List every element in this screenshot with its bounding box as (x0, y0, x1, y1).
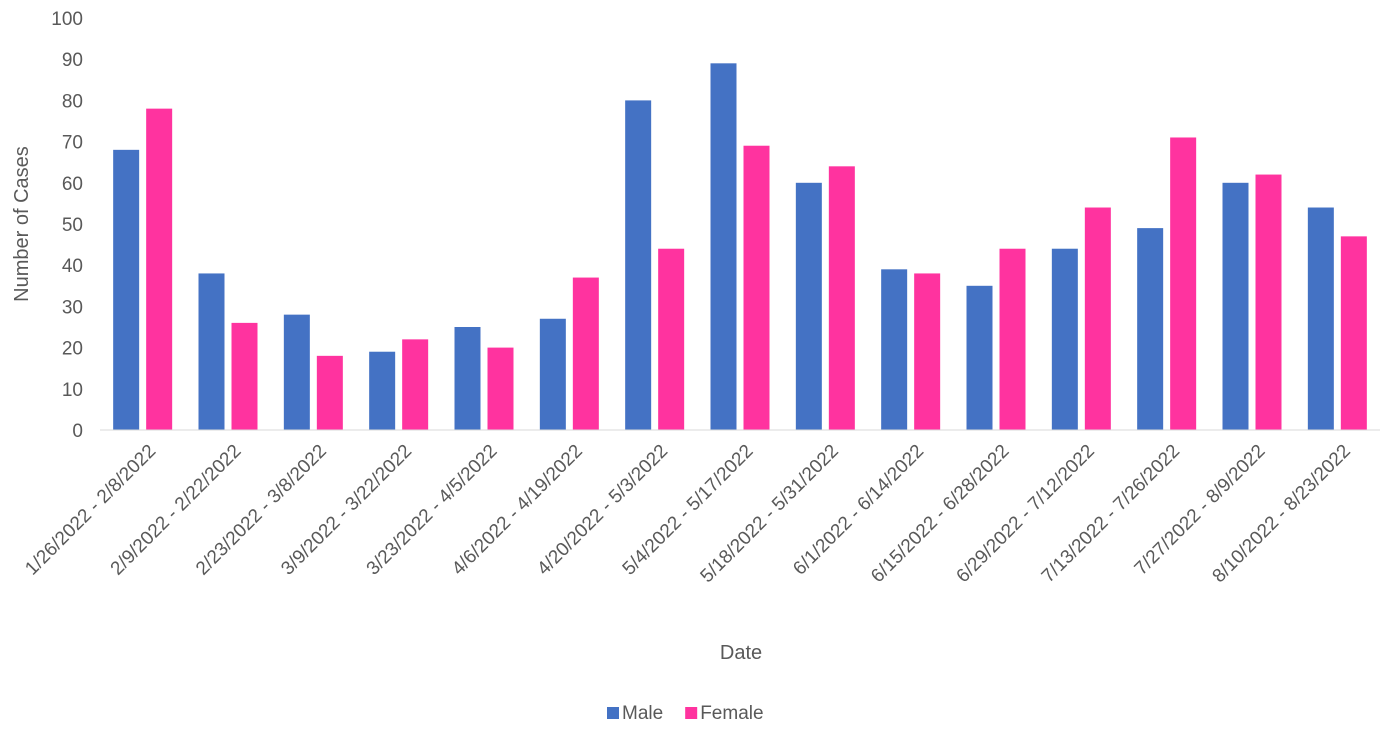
bar-male (454, 327, 481, 430)
legend-swatch-male (607, 707, 619, 719)
y-tick-label: 70 (62, 133, 83, 154)
x-tick-label: 6/15/2022 - 6/28/2022 (867, 441, 1013, 587)
x-tick-label: 5/18/2022 - 5/31/2022 (697, 441, 843, 587)
bar-female (231, 322, 258, 430)
bar-male (283, 314, 310, 430)
legend: Male Female (607, 703, 764, 724)
x-tick-label: 8/10/2022 - 8/23/2022 (1209, 441, 1355, 587)
bar-female (402, 339, 429, 430)
bar-male (1307, 207, 1334, 430)
y-tick-label: 60 (62, 174, 83, 195)
y-tick-label: 10 (62, 380, 83, 401)
bar-male (539, 318, 566, 430)
y-tick-label: 50 (62, 215, 83, 236)
bars (113, 63, 1367, 431)
x-tick-label: 6/29/2022 - 7/12/2022 (953, 441, 1099, 587)
bar-female (743, 145, 770, 430)
bar-male (1137, 228, 1164, 430)
bar-female (999, 248, 1026, 430)
bar-male (1222, 182, 1249, 430)
y-axis-ticks: 0 10 20 30 40 50 60 70 80 90 100 (51, 9, 83, 442)
bar-female (1084, 207, 1111, 430)
y-tick-label: 90 (62, 50, 83, 71)
bar-female (658, 248, 685, 430)
bar-female (316, 355, 343, 430)
bar-female (1340, 236, 1367, 430)
bar-female (914, 273, 941, 430)
bar-male (966, 285, 993, 430)
y-tick-label: 100 (51, 9, 83, 30)
bar-female (828, 166, 855, 430)
y-tick-label: 40 (62, 256, 83, 277)
legend-label-male: Male (622, 703, 663, 724)
bar-male (1051, 248, 1078, 430)
y-tick-label: 30 (62, 297, 83, 318)
bar-female (146, 108, 173, 430)
bar-male (113, 149, 140, 430)
y-axis-title: Number of Cases (11, 146, 33, 302)
y-tick-label: 80 (62, 91, 83, 112)
x-axis-title: Date (720, 642, 762, 664)
bar-male (625, 100, 652, 431)
bar-female (572, 277, 599, 430)
bar-male (198, 273, 225, 430)
bar-female (487, 347, 514, 430)
legend-swatch-female (685, 707, 698, 719)
bar-male (710, 63, 737, 430)
bar-female (1255, 174, 1282, 430)
bar-male (369, 351, 396, 430)
x-tick-label: 7/13/2022 - 7/26/2022 (1038, 441, 1184, 587)
legend-label-female: Female (700, 703, 763, 724)
bar-female (1170, 137, 1197, 431)
y-tick-label: 20 (62, 339, 83, 360)
bar-male (795, 182, 822, 430)
bar-male (881, 269, 908, 430)
y-tick-label: 0 (72, 421, 83, 442)
